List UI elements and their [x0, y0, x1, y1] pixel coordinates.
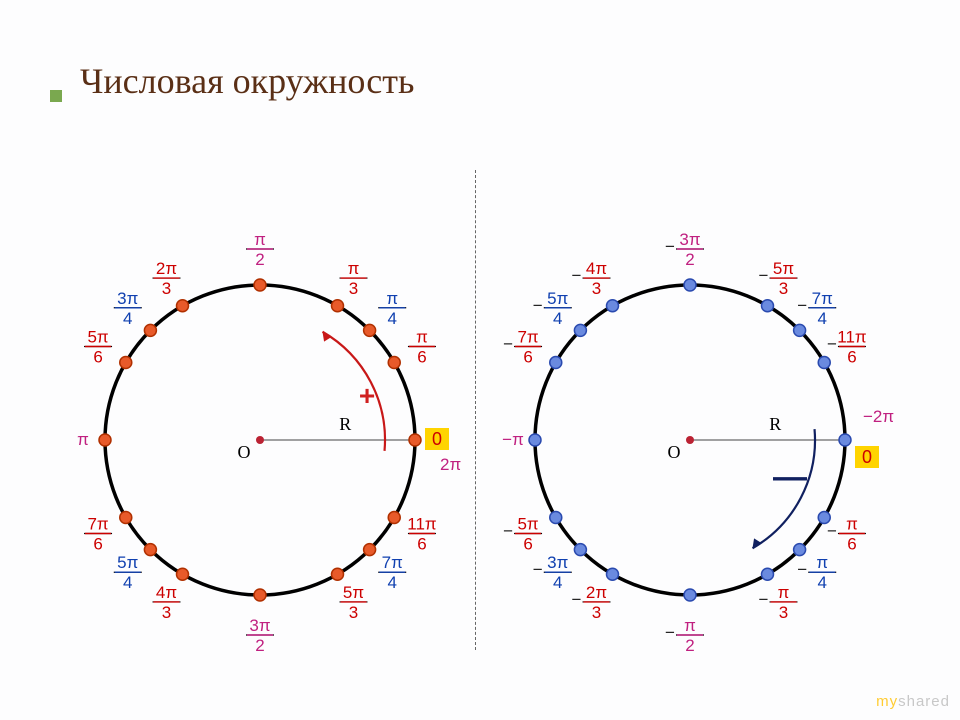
svg-text:π: π [77, 430, 89, 449]
svg-text:3: 3 [592, 279, 601, 298]
svg-text:π: π [684, 616, 696, 635]
svg-text:—: — [773, 458, 807, 496]
svg-text:6: 6 [847, 535, 856, 554]
svg-text:3: 3 [162, 279, 171, 298]
svg-text:6: 6 [523, 535, 532, 554]
svg-text:5π: 5π [773, 259, 794, 278]
svg-text:3: 3 [349, 603, 358, 622]
watermark: myshared [876, 693, 950, 710]
svg-text:2: 2 [255, 250, 264, 269]
svg-text:7π: 7π [382, 553, 403, 572]
left-circle-stage: OR+2π0π6π4π3π22π33π45π6π7π65π44π33π25π37… [60, 200, 460, 660]
svg-text:7π: 7π [812, 289, 833, 308]
svg-text:R: R [769, 414, 781, 434]
svg-text:R: R [339, 414, 351, 434]
svg-text:4: 4 [817, 573, 826, 592]
svg-text:3π: 3π [547, 553, 568, 572]
svg-text:−: − [503, 522, 513, 541]
svg-text:π: π [254, 230, 266, 249]
svg-text:−π: −π [502, 430, 524, 449]
svg-text:3π: 3π [117, 289, 138, 308]
svg-text:6: 6 [847, 348, 856, 367]
svg-text:5π: 5π [343, 583, 364, 602]
svg-text:0: 0 [862, 447, 872, 467]
left-circle-svg: OR+2π0π6π4π3π22π33π45π6π7π65π44π33π25π37… [60, 200, 480, 670]
right-circle-stage: OR—−2π0−11π6−7π4−5π3−3π2−4π3−5π4−7π6−π−5… [490, 200, 920, 660]
svg-text:2: 2 [685, 250, 694, 269]
svg-text:−: − [797, 560, 807, 579]
svg-text:−: − [533, 296, 543, 315]
svg-text:−: − [665, 623, 675, 642]
svg-text:4π: 4π [586, 259, 607, 278]
svg-text:4π: 4π [156, 583, 177, 602]
svg-text:−2π: −2π [863, 407, 894, 426]
svg-text:−: − [827, 335, 837, 354]
svg-text:4: 4 [123, 573, 132, 592]
svg-text:3π: 3π [249, 616, 270, 635]
svg-text:6: 6 [417, 348, 426, 367]
svg-text:7π: 7π [87, 515, 108, 534]
svg-text:4: 4 [817, 309, 826, 328]
svg-text:−: − [503, 335, 513, 354]
svg-text:−: − [572, 266, 582, 285]
svg-text:6: 6 [93, 348, 102, 367]
svg-text:4: 4 [123, 309, 132, 328]
svg-text:5π: 5π [517, 515, 538, 534]
svg-text:3π: 3π [679, 230, 700, 249]
svg-text:5π: 5π [87, 328, 108, 347]
svg-text:3: 3 [592, 603, 601, 622]
svg-text:−: − [797, 296, 807, 315]
svg-text:3: 3 [349, 279, 358, 298]
svg-text:O: O [238, 442, 251, 462]
svg-text:π: π [778, 583, 790, 602]
svg-text:11π: 11π [837, 328, 866, 347]
watermark-prefix: my [876, 693, 898, 710]
svg-text:2: 2 [685, 636, 694, 655]
svg-text:2π: 2π [586, 583, 607, 602]
svg-text:−: − [533, 560, 543, 579]
svg-text:−: − [759, 266, 769, 285]
svg-text:6: 6 [93, 535, 102, 554]
svg-text:−: − [665, 237, 675, 256]
svg-text:π: π [348, 259, 360, 278]
svg-text:3: 3 [779, 603, 788, 622]
svg-text:4: 4 [553, 309, 562, 328]
svg-text:π: π [386, 289, 398, 308]
svg-text:3: 3 [162, 603, 171, 622]
svg-text:4: 4 [387, 309, 396, 328]
svg-text:π: π [416, 328, 428, 347]
watermark-suffix: shared [898, 693, 950, 710]
svg-text:6: 6 [523, 348, 532, 367]
svg-text:π: π [846, 515, 858, 534]
svg-text:11π: 11π [407, 515, 436, 534]
svg-text:2π: 2π [440, 455, 461, 474]
svg-text:5π: 5π [117, 553, 138, 572]
svg-text:−: − [827, 522, 837, 541]
accent-square [50, 90, 62, 102]
svg-text:7π: 7π [517, 328, 538, 347]
svg-text:6: 6 [417, 535, 426, 554]
svg-text:−: − [759, 590, 769, 609]
svg-text:2π: 2π [156, 259, 177, 278]
svg-text:−: − [572, 590, 582, 609]
svg-text:4: 4 [553, 573, 562, 592]
svg-text:5π: 5π [547, 289, 568, 308]
svg-text:+: + [359, 380, 375, 411]
right-circle-svg: OR—−2π0−11π6−7π4−5π3−3π2−4π3−5π4−7π6−π−5… [490, 200, 930, 670]
svg-text:O: O [668, 442, 681, 462]
page-title: Числовая окружность [80, 60, 414, 102]
svg-text:4: 4 [387, 573, 396, 592]
svg-text:π: π [816, 553, 828, 572]
svg-text:2: 2 [255, 636, 264, 655]
svg-text:0: 0 [432, 429, 442, 449]
svg-text:3: 3 [779, 279, 788, 298]
